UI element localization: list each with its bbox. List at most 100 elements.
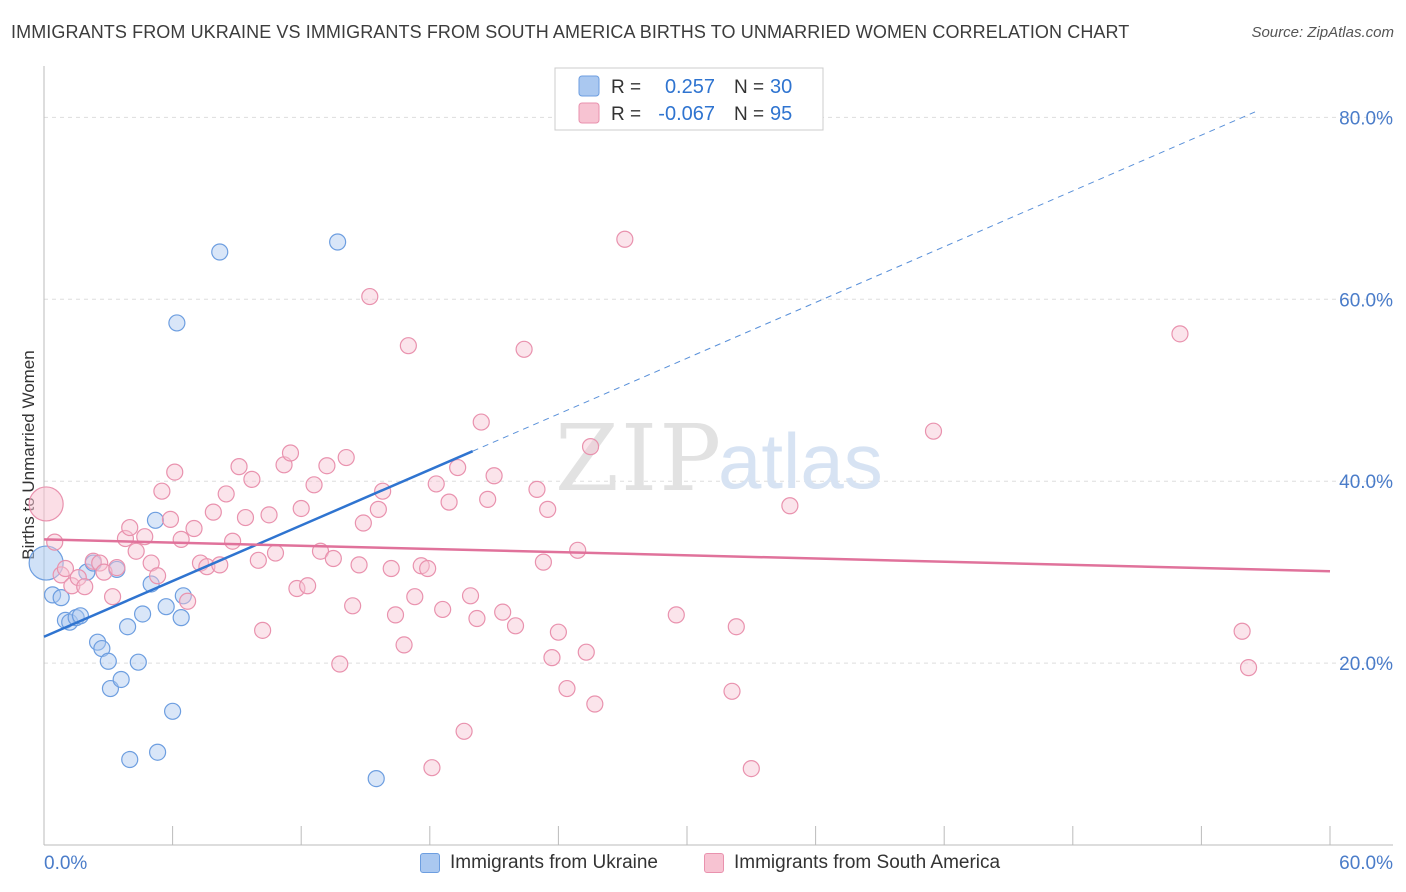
ukraine-point-21 bbox=[148, 743, 167, 761]
south-america-point-94 bbox=[1239, 659, 1258, 677]
south-america-point-7 bbox=[84, 552, 102, 570]
grid-lines bbox=[44, 116, 1393, 664]
south-america-point-33 bbox=[249, 551, 267, 569]
ukraine-point-15 bbox=[118, 618, 137, 636]
south-america-point-29 bbox=[224, 532, 242, 550]
south-america-point-9 bbox=[95, 563, 113, 581]
ukraine-point-14 bbox=[112, 670, 130, 689]
chart-source: Source: ZipAtlas.com bbox=[1251, 24, 1394, 41]
legend-item-south-america[interactable]: Immigrants from South America bbox=[704, 852, 1000, 874]
south-america-point-66 bbox=[455, 722, 473, 740]
south-america-point-47 bbox=[337, 448, 355, 467]
south-america-point-48 bbox=[344, 597, 362, 615]
south-america-point-5 bbox=[69, 568, 87, 587]
south-america-point-83 bbox=[581, 438, 600, 456]
legend-n-label-south-america: N = bbox=[734, 104, 764, 125]
ukraine-point-7 bbox=[78, 563, 96, 581]
y-tick-label-60: 60.0% bbox=[1339, 290, 1393, 311]
south-america-point-63 bbox=[434, 600, 452, 619]
trend-line-south-america bbox=[43, 538, 1331, 573]
legend-swatch-south-america-bottom bbox=[704, 853, 724, 873]
south-america-point-61 bbox=[423, 759, 441, 777]
south-america-point-68 bbox=[468, 609, 486, 628]
south-america-point-71 bbox=[485, 467, 503, 485]
south-america-point-13 bbox=[121, 518, 139, 537]
south-america-point-10 bbox=[103, 588, 122, 606]
south-america-point-19 bbox=[161, 510, 180, 528]
x-tick-label-min: 0.0% bbox=[44, 853, 87, 874]
south-america-point-62 bbox=[427, 475, 445, 493]
ukraine-point-11 bbox=[99, 652, 117, 670]
south-america-point-23 bbox=[185, 519, 203, 538]
south-america-point-57 bbox=[399, 337, 417, 355]
ukraine-point-2 bbox=[52, 589, 70, 607]
south-america-point-55 bbox=[386, 606, 405, 624]
south-america-point-56 bbox=[395, 636, 413, 654]
south-america-point-39 bbox=[288, 579, 306, 598]
south-america-point-60 bbox=[419, 559, 437, 578]
south-america-point-21 bbox=[172, 530, 190, 549]
x-tick-label-max: 60.0% bbox=[1339, 853, 1393, 874]
south-america-point-45 bbox=[324, 549, 342, 568]
legend-r-value-south-america: -0.067 bbox=[658, 103, 715, 125]
legend-r-label-south-america: R = bbox=[611, 104, 641, 125]
y-tick-labels: 20.0% 40.0% 60.0% 80.0% bbox=[1339, 108, 1393, 675]
ukraine-point-23 bbox=[164, 702, 182, 720]
south-america-point-26 bbox=[204, 503, 222, 521]
legend-swatch-south-america bbox=[578, 102, 600, 124]
legend-label-ukraine: Immigrants from Ukraine bbox=[450, 852, 658, 873]
south-america-point-22 bbox=[179, 592, 197, 610]
axes bbox=[43, 66, 1393, 846]
south-america-point-44 bbox=[318, 457, 336, 475]
legend-swatch-ukraine-bottom bbox=[420, 853, 440, 873]
south-america-point-78 bbox=[543, 649, 561, 667]
south-america-point-91 bbox=[924, 422, 943, 440]
ukraine-point-22 bbox=[157, 598, 175, 616]
y-tick-label-40: 40.0% bbox=[1339, 472, 1393, 493]
south-america-point-32 bbox=[243, 470, 261, 488]
ukraine-point-27 bbox=[211, 243, 229, 261]
legend-n-value-ukraine: 30 bbox=[770, 76, 792, 98]
south-america-point-89 bbox=[742, 759, 760, 778]
trend-line-ukraine-extension bbox=[472, 111, 1256, 452]
x-ticks bbox=[172, 826, 1331, 845]
south-america-point-88 bbox=[727, 618, 745, 636]
ukraine-point-29 bbox=[367, 770, 385, 788]
south-america-point-17 bbox=[148, 567, 167, 585]
y-tick-label-20: 20.0% bbox=[1339, 654, 1393, 675]
south-america-point-52 bbox=[369, 500, 387, 518]
south-america-point-74 bbox=[515, 340, 533, 358]
south-america-point-84 bbox=[586, 695, 604, 713]
ukraine-point-18 bbox=[133, 605, 152, 623]
south-america-point-87 bbox=[723, 682, 741, 700]
south-america-point-80 bbox=[558, 679, 576, 698]
south-america-point-42 bbox=[305, 476, 323, 494]
trend-lines bbox=[43, 111, 1331, 638]
south-america-point-38 bbox=[281, 444, 300, 462]
south-america-point-70 bbox=[479, 490, 497, 508]
south-america-point-36 bbox=[266, 544, 285, 562]
south-america-point-11 bbox=[108, 558, 126, 577]
south-america-point-58 bbox=[406, 588, 424, 606]
legend-r-value-ukraine: 0.257 bbox=[665, 76, 715, 98]
x-tick-labels: 0.0% 60.0% bbox=[44, 853, 1393, 874]
south-america-point-64 bbox=[440, 493, 458, 511]
south-america-point-67 bbox=[461, 587, 480, 605]
ukraine-point-0 bbox=[28, 545, 64, 581]
watermark-atlas: atlas bbox=[718, 417, 883, 505]
legend-item-ukraine[interactable]: Immigrants from Ukraine bbox=[420, 852, 658, 874]
y-axis-label: Births to Unmarried Women bbox=[19, 350, 38, 559]
south-america-point-85 bbox=[616, 230, 634, 248]
ukraine-point-17 bbox=[129, 653, 147, 671]
south-america-point-14 bbox=[127, 542, 145, 560]
ukraine-point-16 bbox=[121, 750, 139, 769]
chart-title: IMMIGRANTS FROM UKRAINE VS IMMIGRANTS FR… bbox=[11, 22, 1130, 42]
south-america-point-28 bbox=[217, 485, 235, 503]
watermark-zip: ZIP bbox=[555, 405, 723, 512]
south-america-point-20 bbox=[166, 463, 184, 481]
south-america-point-50 bbox=[354, 514, 372, 532]
legend-r-label-ukraine: R = bbox=[611, 77, 641, 98]
south-america-point-82 bbox=[577, 643, 595, 661]
south-america-point-46 bbox=[331, 655, 349, 673]
